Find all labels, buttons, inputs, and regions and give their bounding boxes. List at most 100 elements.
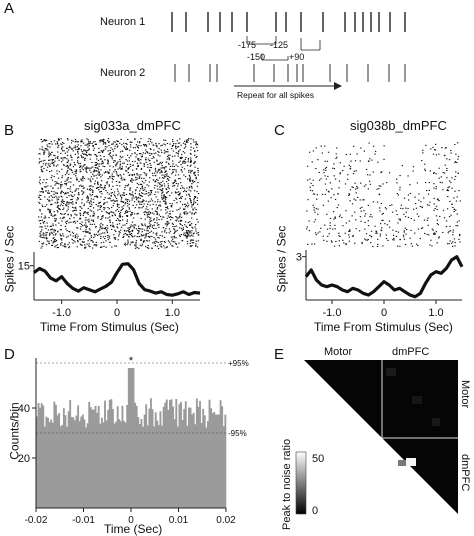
raster-dot xyxy=(65,228,67,230)
raster-dot xyxy=(103,207,105,209)
raster-dot xyxy=(168,188,170,190)
raster-dot xyxy=(39,153,41,155)
raster-dot xyxy=(191,217,193,219)
raster-dot xyxy=(347,174,349,176)
raster-dot xyxy=(93,147,95,149)
raster-dot xyxy=(125,159,127,161)
raster-dot xyxy=(433,183,435,185)
raster-dot xyxy=(189,221,191,223)
raster-dot xyxy=(189,165,191,167)
raster-dot xyxy=(191,242,193,244)
raster-dot xyxy=(317,208,319,210)
raster-dot xyxy=(82,214,84,216)
raster-dot xyxy=(49,165,51,167)
raster-dot xyxy=(156,234,158,236)
raster-dot xyxy=(92,141,95,143)
raster-dot xyxy=(181,156,183,158)
raster-dot xyxy=(140,174,142,176)
raster-dot xyxy=(62,192,65,194)
raster-dot xyxy=(71,239,73,241)
raster-dot xyxy=(196,155,198,157)
raster-dot xyxy=(85,153,87,155)
raster-dot xyxy=(112,176,114,178)
raster-dot xyxy=(180,187,182,189)
raster-dot xyxy=(457,158,459,160)
raster-dot xyxy=(100,169,102,171)
raster-dot xyxy=(100,233,102,235)
raster-dot xyxy=(137,213,139,215)
raster-dot xyxy=(136,198,138,200)
raster-dot xyxy=(186,237,188,239)
raster-dot xyxy=(162,227,164,229)
raster-dot xyxy=(140,188,142,190)
raster-dot xyxy=(182,234,185,236)
raster-dot xyxy=(399,219,401,221)
raster-dot xyxy=(454,161,457,163)
raster-dot xyxy=(64,157,66,159)
raster-dot xyxy=(377,238,379,240)
raster-dot xyxy=(85,246,87,248)
raster-dot xyxy=(144,159,147,161)
raster-dot xyxy=(131,233,133,235)
histogram-bar xyxy=(91,409,94,508)
raster-dot xyxy=(125,212,127,214)
raster-dot xyxy=(88,141,90,143)
raster-dot xyxy=(80,145,82,147)
raster-dot xyxy=(451,242,453,244)
raster-dot xyxy=(171,148,173,150)
raster-dot xyxy=(67,235,69,237)
raster-dot xyxy=(327,235,329,237)
raster-dot xyxy=(180,224,182,226)
raster-dot xyxy=(50,225,53,227)
raster-dot xyxy=(327,175,329,177)
raster-dot xyxy=(378,188,380,190)
raster-dot xyxy=(135,189,137,191)
raster-dot xyxy=(415,207,418,209)
raster-dot xyxy=(56,173,58,175)
raster-dot xyxy=(143,172,145,174)
raster-dot xyxy=(153,172,156,174)
raster-dot xyxy=(71,191,73,193)
raster-dot xyxy=(150,198,153,200)
raster-dot xyxy=(75,140,77,142)
raster-dot xyxy=(416,213,418,215)
raster-dot xyxy=(124,186,126,188)
raster-dot xyxy=(87,146,89,148)
raster-dot xyxy=(146,214,148,216)
raster-dot xyxy=(452,229,455,231)
raster-dot xyxy=(359,207,361,209)
raster-dot xyxy=(68,222,70,224)
raster-dot xyxy=(370,242,372,244)
raster-dot xyxy=(100,140,102,142)
raster-dot xyxy=(100,158,102,160)
raster-dot xyxy=(140,159,142,161)
raster-dot xyxy=(393,234,395,236)
raster-dot xyxy=(130,242,132,244)
raster-dot xyxy=(63,150,65,152)
raster-dot xyxy=(44,217,47,219)
raster-dot xyxy=(117,217,119,219)
raster-dot xyxy=(311,161,313,163)
raster-dot xyxy=(90,235,92,237)
raster-dot xyxy=(50,190,53,192)
raster-dot xyxy=(403,231,405,233)
raster-dot xyxy=(95,170,97,172)
raster-dot xyxy=(115,171,117,173)
raster-dot xyxy=(58,183,60,185)
raster-dot xyxy=(119,166,121,168)
raster-dot xyxy=(188,175,191,177)
raster-dot xyxy=(149,200,151,202)
raster-dot xyxy=(179,215,181,217)
raster-dot xyxy=(166,221,168,223)
raster-dot xyxy=(192,209,194,211)
raster-dot xyxy=(106,146,108,148)
raster-dot xyxy=(148,143,150,145)
raster-dot xyxy=(71,157,73,159)
raster-dot xyxy=(153,228,155,230)
raster-dot xyxy=(371,216,373,218)
raster-dot xyxy=(113,237,115,239)
raster-dot xyxy=(72,201,74,203)
raster-dot xyxy=(95,174,97,176)
raster-dot xyxy=(191,180,194,182)
raster-dot xyxy=(154,169,157,171)
